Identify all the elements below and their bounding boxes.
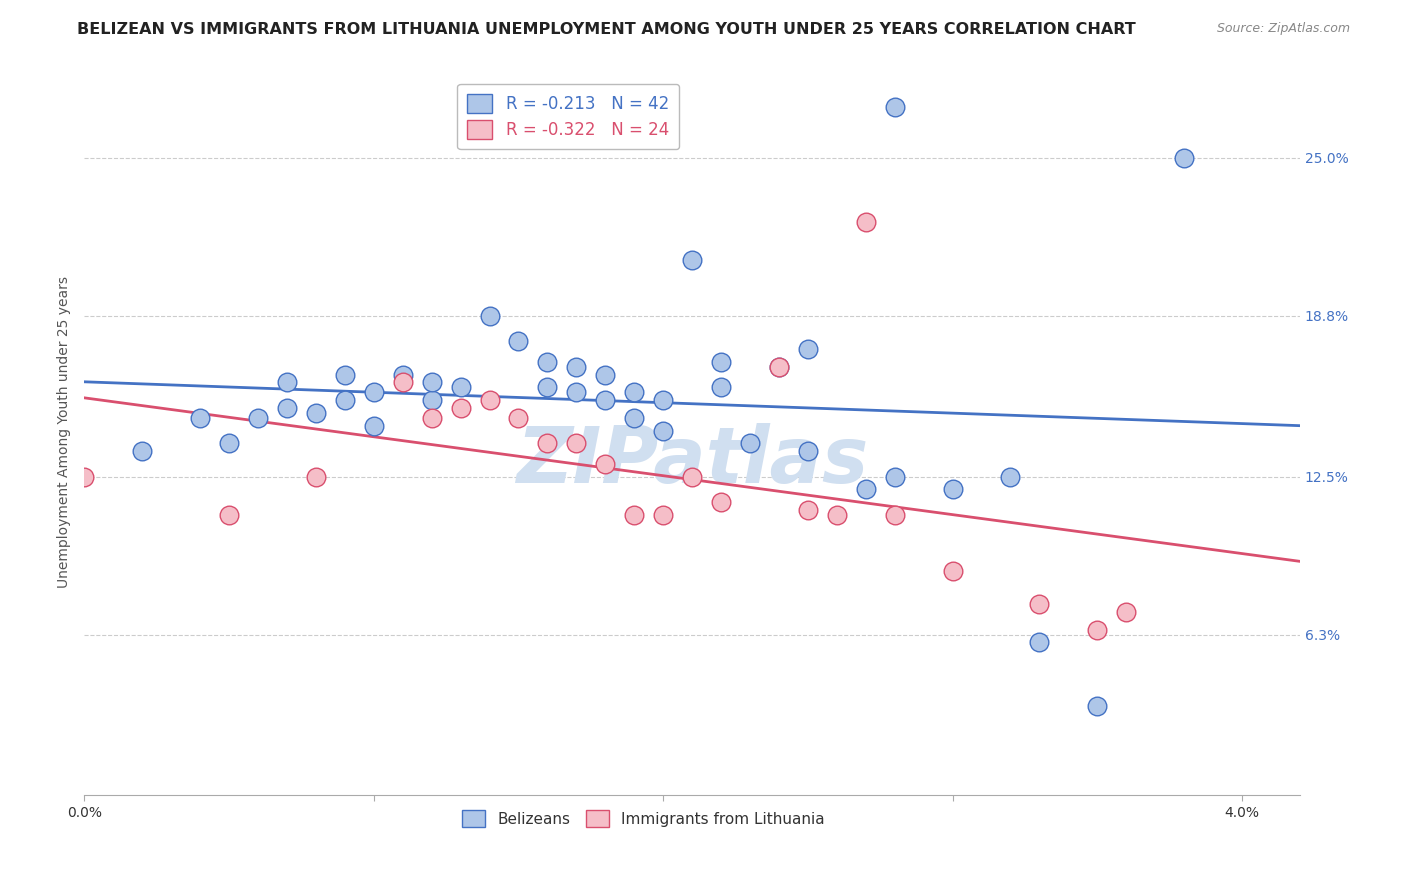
Point	[420, 411, 443, 425]
Point	[420, 376, 443, 390]
Point	[420, 393, 443, 408]
Point	[1085, 699, 1108, 714]
Point	[855, 483, 877, 497]
Point	[276, 401, 298, 415]
Text: Source: ZipAtlas.com: Source: ZipAtlas.com	[1216, 22, 1350, 36]
Point	[363, 418, 385, 433]
Point	[710, 355, 733, 369]
Point	[855, 214, 877, 228]
Point	[652, 508, 675, 522]
Point	[218, 508, 240, 522]
Point	[536, 355, 558, 369]
Point	[623, 385, 645, 400]
Point	[595, 457, 617, 471]
Point	[681, 252, 703, 267]
Point	[478, 393, 501, 408]
Point	[652, 424, 675, 438]
Point	[333, 393, 356, 408]
Point	[363, 385, 385, 400]
Point	[305, 469, 328, 483]
Point	[941, 564, 963, 578]
Point	[710, 495, 733, 509]
Point	[131, 444, 153, 458]
Point	[478, 309, 501, 323]
Point	[305, 406, 328, 420]
Y-axis label: Unemployment Among Youth under 25 years: Unemployment Among Youth under 25 years	[58, 276, 72, 588]
Point	[595, 393, 617, 408]
Point	[883, 100, 905, 114]
Point	[768, 359, 790, 374]
Point	[333, 368, 356, 382]
Point	[1173, 151, 1195, 165]
Point	[218, 436, 240, 450]
Point	[797, 444, 820, 458]
Point	[623, 508, 645, 522]
Point	[623, 411, 645, 425]
Point	[536, 380, 558, 394]
Point	[1000, 469, 1022, 483]
Point	[738, 436, 761, 450]
Point	[681, 469, 703, 483]
Point	[652, 393, 675, 408]
Point	[595, 368, 617, 382]
Point	[391, 376, 413, 390]
Point	[565, 359, 588, 374]
Point	[825, 508, 848, 522]
Point	[797, 502, 820, 516]
Legend: Belizeans, Immigrants from Lithuania: Belizeans, Immigrants from Lithuania	[454, 802, 832, 835]
Point	[883, 469, 905, 483]
Point	[941, 483, 963, 497]
Point	[1028, 635, 1050, 649]
Point	[797, 342, 820, 356]
Point	[391, 368, 413, 382]
Point	[73, 469, 96, 483]
Point	[1028, 597, 1050, 611]
Point	[883, 508, 905, 522]
Point	[247, 411, 270, 425]
Point	[188, 411, 211, 425]
Point	[710, 380, 733, 394]
Point	[1115, 605, 1137, 619]
Text: ZIPatlas: ZIPatlas	[516, 423, 869, 499]
Point	[450, 380, 472, 394]
Point	[565, 436, 588, 450]
Point	[536, 436, 558, 450]
Point	[768, 359, 790, 374]
Point	[508, 411, 530, 425]
Point	[450, 401, 472, 415]
Point	[276, 376, 298, 390]
Text: BELIZEAN VS IMMIGRANTS FROM LITHUANIA UNEMPLOYMENT AMONG YOUTH UNDER 25 YEARS CO: BELIZEAN VS IMMIGRANTS FROM LITHUANIA UN…	[77, 22, 1136, 37]
Point	[565, 385, 588, 400]
Point	[1085, 623, 1108, 637]
Point	[508, 334, 530, 349]
